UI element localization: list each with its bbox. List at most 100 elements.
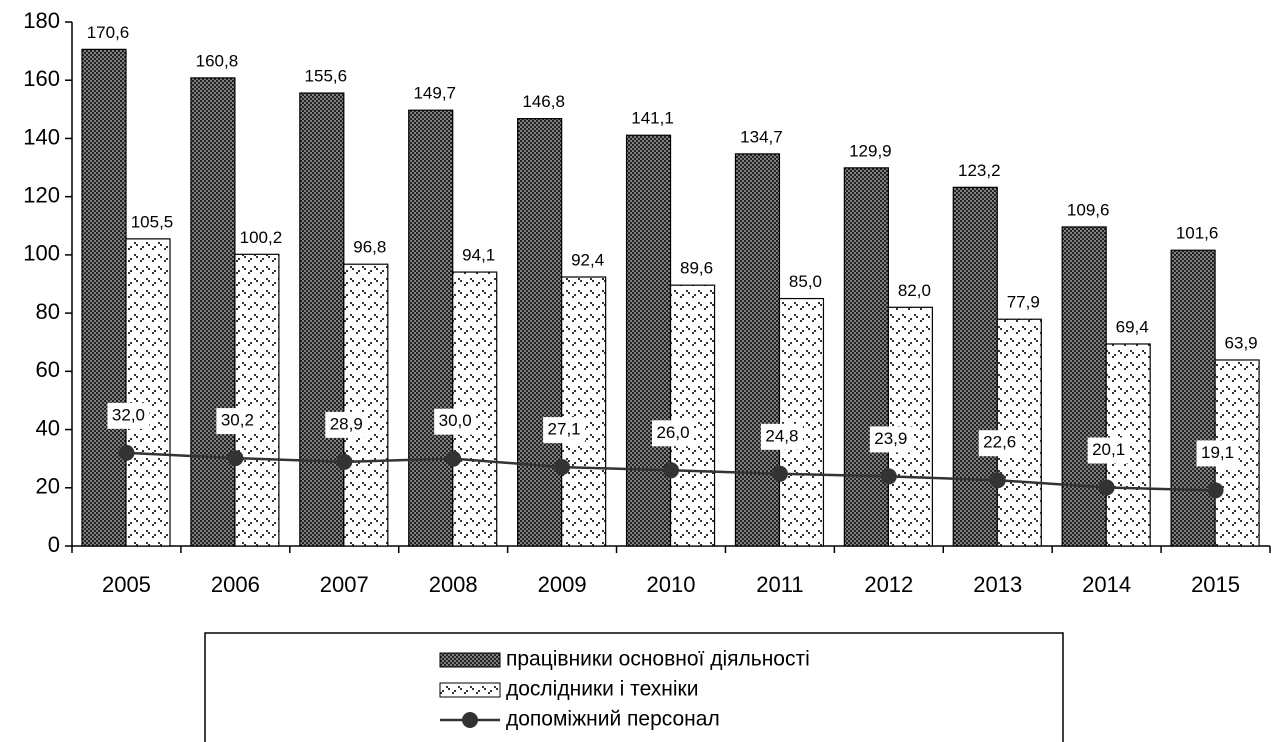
value-label-bg [978,430,1021,457]
value-label: 141,1 [631,109,674,128]
x-tick-label: 2005 [102,572,151,597]
x-tick-label: 2011 [756,572,803,597]
marker [880,468,897,485]
value-label: 170,6 [87,23,130,42]
bar [561,276,607,547]
value-label-bg [325,411,368,438]
x-tick-label: 2010 [647,572,696,597]
x-tick-label: 2007 [320,572,369,597]
y-tick-label: 160 [23,66,60,91]
marker [445,450,462,467]
value-label-bg [869,426,912,453]
bar [408,109,454,547]
value-label: 129,9 [849,141,892,160]
value-label-bg [760,423,803,450]
x-tick-label: 2008 [429,572,478,597]
value-label: 82,0 [898,281,931,300]
marker [1207,482,1224,499]
value-label: 30,2 [221,411,254,430]
value-label: 134,7 [740,127,783,146]
legend-label: дослідники і техніки [506,678,698,701]
value-label: 22,6 [983,433,1016,452]
marker [227,450,244,467]
marker [663,462,679,479]
bar [125,238,171,547]
bar [81,48,127,547]
bar [343,263,389,547]
value-label-bg [1087,437,1130,464]
y-tick-label: 180 [23,8,60,33]
x-tick-label: 2015 [1191,572,1240,597]
legend-marker [462,712,478,728]
x-tick-label: 2013 [973,572,1022,597]
value-label: 85,0 [789,272,822,291]
value-label: 32,0 [112,405,145,424]
legend-label: допоміжний персонал [506,708,720,731]
value-label: 19,1 [1201,443,1234,462]
bar [843,167,889,547]
bar [669,284,716,547]
value-label: 30,0 [439,411,472,430]
value-label: 96,8 [353,238,386,257]
value-label: 63,9 [1225,333,1258,352]
value-label: 109,6 [1067,200,1110,219]
x-tick-label: 2014 [1082,572,1131,597]
legend-swatch [439,652,501,668]
marker [554,459,571,476]
bar [952,186,998,547]
y-tick-label: 20 [36,474,60,499]
marker [989,472,1006,489]
value-label-bg [434,408,477,435]
y-tick-label: 140 [23,124,60,149]
value-label: 105,5 [131,212,174,231]
value-label: 146,8 [522,92,565,111]
value-label: 100,2 [240,228,283,247]
value-label: 26,0 [656,423,689,442]
value-label: 101,6 [1176,224,1219,243]
value-label: 24,8 [765,426,798,445]
x-tick-label: 2006 [211,572,260,597]
value-label-bg [107,402,150,429]
marker [1098,479,1115,496]
bar [234,253,280,547]
y-tick-label: 40 [36,415,60,440]
value-label: 69,4 [1116,317,1149,336]
y-tick-label: 60 [36,357,60,382]
marker [771,465,788,482]
bar [299,92,345,547]
marker [336,453,353,470]
y-tick-label: 100 [23,241,60,266]
bar [517,118,563,547]
value-label: 27,1 [548,420,581,439]
value-label: 149,7 [413,84,456,103]
bar [734,153,781,547]
bar [625,134,672,547]
value-label: 92,4 [571,250,604,269]
legend-label: працівники основної діяльності [506,648,810,671]
value-label: 94,1 [462,246,495,265]
bar [1061,226,1107,547]
bar [1170,249,1216,547]
value-label-bg [1196,440,1239,467]
y-tick-label: 120 [23,182,60,207]
x-tick-label: 2012 [864,572,913,597]
value-label: 123,2 [958,161,1001,180]
x-tick-label: 2009 [538,572,587,597]
bar [778,297,825,547]
value-label-bg [543,417,586,444]
value-label: 23,9 [874,429,907,448]
value-label-bg [652,420,694,447]
bar [190,77,236,547]
y-tick-label: 80 [36,299,60,324]
value-label: 89,6 [680,259,713,278]
value-label: 77,9 [1007,293,1040,312]
y-tick-label: 0 [48,532,60,557]
marker [118,444,135,461]
value-label: 160,8 [196,51,239,70]
value-label-bg [216,408,259,435]
legend-swatch [439,682,501,698]
value-label: 28,9 [330,414,363,433]
legend-box [204,632,1064,742]
value-label: 20,1 [1092,440,1125,459]
